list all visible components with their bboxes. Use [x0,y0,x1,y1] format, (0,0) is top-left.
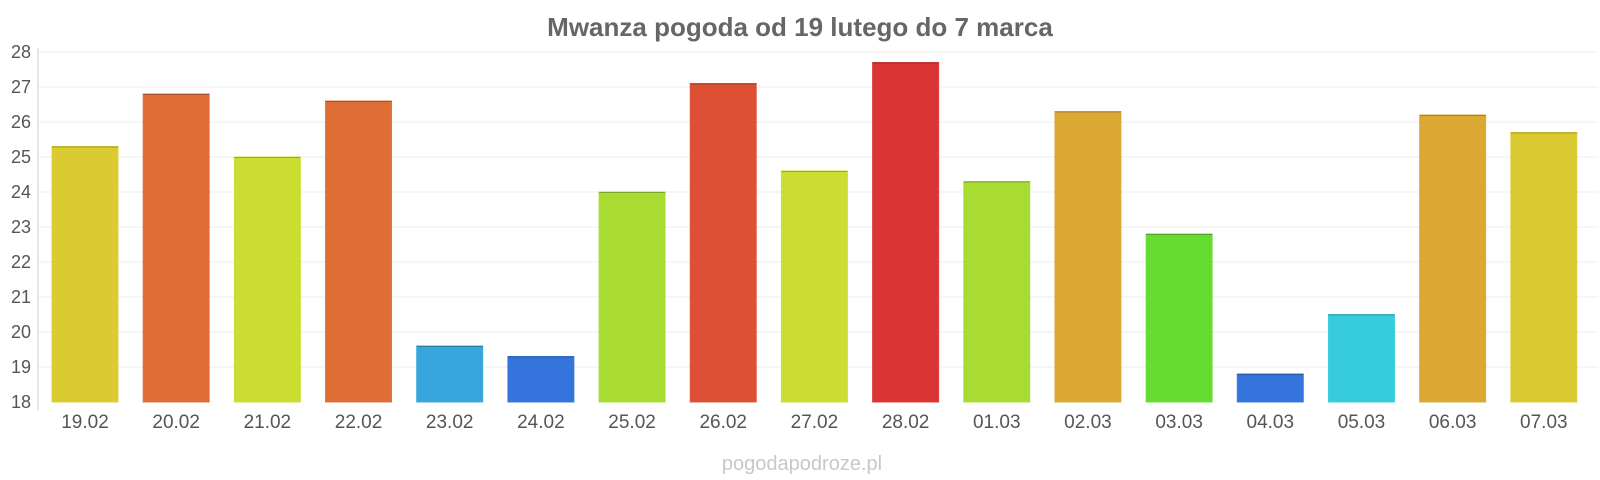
bar-25-02 [598,191,666,403]
bar-22-02 [325,100,393,403]
bar-07-03 [1510,132,1578,403]
x-tick-label: 26.02 [699,412,747,433]
y-tick-label: 24 [11,182,31,202]
y-axis-ticks: 18 19 20 21 22 23 24 25 26 27 28 [11,42,31,412]
bar-03-03 [1145,233,1213,403]
bar-05-03 [1327,314,1395,403]
watermark: pogodapodroze.pl [722,453,882,475]
bar-04-03 [1236,373,1304,403]
y-tick-label: 22 [11,252,31,272]
bar-20-02 [142,93,210,403]
bar-06-03 [1419,114,1487,403]
x-tick-label: 22.02 [335,412,383,433]
x-axis-ticks: 19.02 20.02 21.02 22.02 23.02 24.02 25.02 26.02… [61,412,1567,433]
chart-title: Mwanza pogoda od 19 lutego do 7 marca [547,12,1053,42]
x-tick-label: 05.03 [1338,412,1386,433]
y-tick-label: 28 [11,42,31,62]
x-tick-label: 28.02 [882,412,930,433]
y-tick-label: 23 [11,217,31,237]
bars [51,62,1578,403]
y-tick-label: 18 [11,392,31,412]
bar-26-02 [689,83,757,403]
x-tick-label: 03.03 [1155,412,1203,433]
x-tick-label: 01.03 [973,412,1021,433]
bar-01-03 [963,181,1031,403]
y-tick-label: 27 [11,77,31,97]
y-tick-label: 19 [11,357,31,377]
x-tick-label: 23.02 [426,412,474,433]
x-tick-label: 07.03 [1520,412,1568,433]
bar-27-02 [780,170,848,403]
x-tick-label: 19.02 [61,412,109,433]
x-tick-label: 20.02 [152,412,200,433]
bar-21-02 [233,156,301,403]
x-tick-label: 06.03 [1429,412,1477,433]
bar-19-02 [51,146,119,403]
bar-28-02 [872,62,940,403]
y-tick-label: 21 [11,287,31,307]
x-tick-label: 02.03 [1064,412,1112,433]
x-tick-label: 27.02 [791,412,839,433]
bar-24-02 [507,356,575,403]
y-tick-label: 20 [11,322,31,342]
x-tick-label: 21.02 [244,412,292,433]
y-tick-label: 26 [11,112,31,132]
bar-23-02 [416,345,484,403]
y-tick-label: 25 [11,147,31,167]
x-tick-label: 24.02 [517,412,565,433]
x-tick-label: 25.02 [608,412,656,433]
bar-02-03 [1054,111,1122,403]
x-tick-label: 04.03 [1247,412,1295,433]
